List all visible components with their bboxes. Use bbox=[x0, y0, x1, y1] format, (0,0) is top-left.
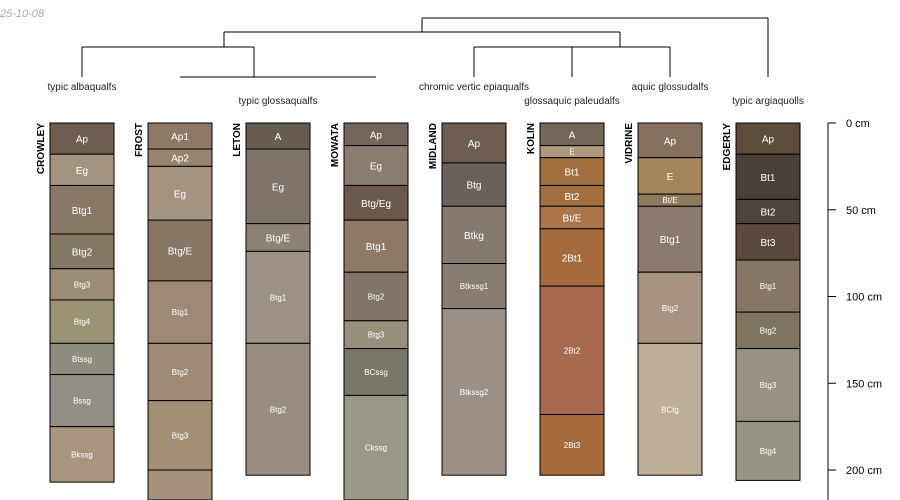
horizon-label: Btg2 bbox=[368, 293, 385, 302]
horizon-label: Btg2 bbox=[270, 405, 287, 414]
horizon-label: Bt/E bbox=[563, 214, 582, 225]
horizon-label: E bbox=[667, 172, 674, 183]
depth-tick-label: 100 cm bbox=[846, 292, 882, 304]
horizon-label: Bssg bbox=[73, 397, 91, 406]
horizon-label: Eg bbox=[370, 162, 382, 173]
horizon-label: A bbox=[275, 132, 282, 143]
horizon-label: 2Bt2 bbox=[564, 346, 581, 355]
horizon-label: Btg1 bbox=[72, 206, 93, 217]
horizon-label: Bt/E bbox=[662, 196, 677, 205]
horizon-label: Btg/E bbox=[266, 234, 291, 245]
taxonomic-group-label: chromic vertic epiaqualfs bbox=[419, 82, 529, 93]
soil-profile-mowata: MOWATA Ap Eg Btg/Eg Btg1 Btg2 Btg3 BCssg Ckssg bbox=[330, 123, 408, 500]
horizon-label: Btssg bbox=[72, 355, 92, 364]
horizon-label: 2Bt3 bbox=[564, 441, 581, 450]
horizon-label: Bt2 bbox=[760, 207, 775, 218]
profile-name: MOWATA bbox=[330, 123, 341, 167]
horizon-label: Bt2 bbox=[564, 192, 579, 203]
horizon-label: Bt3 bbox=[760, 238, 775, 249]
horizon-label: Eg bbox=[272, 182, 284, 193]
horizon-label: Ckssg bbox=[365, 444, 387, 453]
horizon-label: BCssg bbox=[364, 368, 388, 377]
soil-profile-crowley: CROWLEY Ap Eg Btg1 Btg2 Btg3 Btg4 Btssg Bssg Bkss… bbox=[36, 123, 114, 482]
soil-profiles: CROWLEY Ap Eg Btg1 Btg2 Btg3 Btg4 Btssg Bssg Bkss… bbox=[36, 123, 800, 500]
depth-tick-label: 150 cm bbox=[846, 378, 882, 390]
horizon-label: Eg bbox=[76, 166, 88, 177]
horizon-block bbox=[148, 470, 212, 500]
soil-profile-leton: LETON A Eg Btg/E Btg1 Btg2 bbox=[232, 123, 310, 475]
group-labels: typic albaqualfs typic glossaqualfs chromi… bbox=[48, 82, 804, 107]
horizon-label: Bt1 bbox=[564, 168, 579, 179]
horizon-label: Btg2 bbox=[172, 368, 189, 377]
profile-name: EDGERLY bbox=[722, 123, 733, 171]
horizon-label: Btg2 bbox=[662, 304, 679, 313]
horizon-label: Btg2 bbox=[760, 326, 777, 335]
horizon-label: Btg3 bbox=[368, 331, 385, 340]
profile-name: CROWLEY bbox=[36, 123, 47, 174]
profile-name: KOLIN bbox=[526, 123, 537, 154]
depth-tick-label: 0 cm bbox=[846, 118, 870, 130]
horizon-label: Btg3 bbox=[74, 280, 91, 289]
horizon-label: Eg bbox=[174, 189, 186, 200]
soil-profile-vidrine: VIDRINE Ap E Bt/E Btg1 Btg2 BCtg bbox=[624, 123, 702, 476]
soil-profile-edgerly: EDGERLY Ap Bt1 Bt2 Bt3 Btg1 Btg2 Btg3 Btg4 bbox=[722, 123, 800, 481]
horizon-label: Btg3 bbox=[172, 431, 189, 440]
soil-profile-frost: FROST Ap1 Ap2 Eg Btg/E Btg1 Btg2 Btg3 bbox=[134, 123, 212, 500]
horizon-label: Ap bbox=[76, 135, 89, 146]
horizon-label: BCtg bbox=[661, 405, 679, 414]
horizon-label: Btg2 bbox=[72, 247, 93, 258]
profile-name: FROST bbox=[134, 123, 145, 157]
taxonomic-group-label: aquic glossudalfs bbox=[632, 82, 709, 93]
horizon-label: Ap bbox=[468, 139, 481, 150]
horizon-label: Btg bbox=[466, 181, 481, 192]
soil-profile-midland: MIDLAND Ap Btg Btkg Btkssg1 Btkssg2 bbox=[428, 123, 506, 475]
dendrogram bbox=[82, 18, 768, 77]
taxonomic-group-label: glossaquic paleudalfs bbox=[524, 96, 620, 107]
taxonomic-group-label: typic albaqualfs bbox=[48, 82, 117, 93]
horizon-label: Ap bbox=[762, 135, 775, 146]
profile-name: VIDRINE bbox=[624, 123, 635, 164]
depth-tick-label: 50 cm bbox=[846, 205, 876, 217]
horizon-label: Bkssg bbox=[71, 450, 93, 459]
horizon-label: Btg/E bbox=[168, 247, 193, 258]
horizon-label: Ap1 bbox=[171, 132, 189, 143]
horizon-label: Bt1 bbox=[760, 173, 775, 184]
horizon-label: Ap2 bbox=[171, 154, 189, 165]
horizon-label: Ap bbox=[664, 136, 677, 147]
horizon-label: Btg1 bbox=[660, 235, 681, 246]
horizon-label: Btkssg1 bbox=[460, 282, 489, 291]
depth-axis: 0 cm 50 cm 100 cm 150 cm 200 cm bbox=[828, 118, 882, 500]
horizon-label: Btg3 bbox=[760, 381, 777, 390]
profile-name: MIDLAND bbox=[428, 123, 439, 169]
horizon-label: Btg4 bbox=[760, 447, 777, 456]
horizon-label: E bbox=[569, 148, 574, 157]
horizon-label: Btg1 bbox=[760, 282, 777, 291]
profile-name: LETON bbox=[232, 123, 243, 157]
horizon-label: Btg1 bbox=[172, 308, 189, 317]
horizon-label: Btg1 bbox=[366, 242, 387, 253]
horizon-label: Btkssg2 bbox=[460, 388, 489, 397]
horizon-label: A bbox=[569, 130, 576, 141]
horizon-label: Ap bbox=[370, 130, 383, 141]
horizon-label: Btg/Eg bbox=[361, 199, 391, 210]
depth-tick-label: 200 cm bbox=[846, 465, 882, 477]
taxonomic-group-label: typic argiaquolls bbox=[732, 96, 804, 107]
horizon-label: Btg4 bbox=[74, 318, 91, 327]
horizon-label: Btg1 bbox=[270, 293, 287, 302]
taxonomic-group-label: typic glossaqualfs bbox=[239, 96, 318, 107]
horizon-label: 2Bt1 bbox=[562, 253, 583, 264]
horizon-label: Btkg bbox=[464, 231, 484, 242]
soil-profile-kolin: KOLIN AE Bt1 Bt2 Bt/E 2Bt1 2Bt2 2Bt3 bbox=[526, 123, 604, 475]
